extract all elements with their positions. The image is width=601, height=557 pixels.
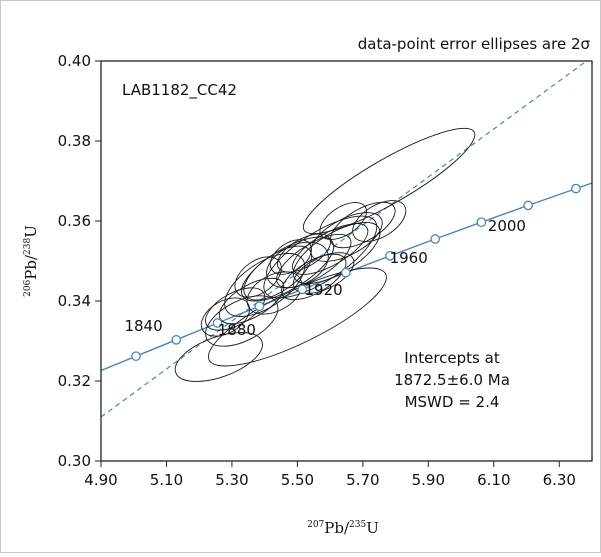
error-ellipse <box>174 332 263 382</box>
x-tick-label: 4.90 <box>84 471 117 489</box>
error-ellipse <box>207 267 387 367</box>
x-tick-label: 5.50 <box>281 471 314 489</box>
regression-line <box>101 61 588 418</box>
intercept-line-1: Intercepts at <box>404 349 500 367</box>
x-tick-label: 6.30 <box>543 471 576 489</box>
error-ellipses <box>174 127 476 382</box>
y-tick-label: 0.36 <box>58 212 91 230</box>
concordia-age-marker <box>131 351 141 362</box>
sample-label: LAB1182_CC42 <box>122 81 237 100</box>
concordia-age-label: 1840 <box>124 317 162 335</box>
age-labels: 1840 1880 1920 1960 2000 <box>124 217 526 339</box>
y-axis-title: 206Pb/238U <box>22 225 40 297</box>
error-ellipse <box>234 256 282 298</box>
concordia-age-marker <box>340 267 351 278</box>
y-axis-sup-1: 206 <box>23 279 33 296</box>
x-tick-label: 5.90 <box>412 471 445 489</box>
concordia-age-marker <box>476 217 487 228</box>
error-ellipse <box>200 297 250 337</box>
error-ellipse <box>352 200 407 242</box>
error-ellipse <box>330 201 396 249</box>
concordia-age-label: 1920 <box>304 281 342 299</box>
concordia-age-label: 1880 <box>218 321 256 339</box>
error-ellipse <box>302 127 476 235</box>
tick-labels: 4.90 5.10 5.30 5.50 5.70 5.90 6.10 6.30 0.30 0.32… <box>58 52 576 489</box>
concordia-age-marker <box>171 334 182 345</box>
error-ellipse <box>269 239 312 275</box>
y-tick-label: 0.34 <box>58 292 91 310</box>
y-tick-label: 0.38 <box>58 132 91 150</box>
error-ellipse <box>243 245 313 301</box>
concordia-markers <box>131 183 581 362</box>
x-axis-base: Pb/ <box>324 519 350 537</box>
concordia-age-label: 2000 <box>488 217 526 235</box>
intercept-line-3: MSWD = 2.4 <box>405 393 500 411</box>
concordia-age-marker <box>430 234 441 244</box>
concordia-age-marker <box>297 284 308 295</box>
y-axis-tail: U <box>22 225 40 238</box>
x-axis-sup-2: 235 <box>349 520 366 530</box>
concordia-age-marker <box>571 183 581 194</box>
x-tick-label: 5.30 <box>215 471 248 489</box>
axis-ticks <box>95 60 560 467</box>
error-note: data-point error ellipses are 2σ <box>358 35 591 53</box>
error-ellipse <box>218 277 285 325</box>
y-axis-base: Pb/ <box>22 254 40 280</box>
x-tick-label: 5.70 <box>346 471 379 489</box>
x-tick-label: 5.10 <box>150 471 183 489</box>
concordia-age-marker <box>523 200 534 211</box>
error-ellipse <box>319 202 367 240</box>
concordia-age-marker <box>212 318 223 328</box>
concordia-age-marker <box>385 250 395 261</box>
plot-frame <box>100 60 593 462</box>
error-ellipse <box>277 233 331 273</box>
x-axis-title: 207Pb/235U <box>307 519 379 537</box>
plot-area <box>101 61 592 418</box>
y-tick-label: 0.30 <box>58 452 91 470</box>
error-ellipse <box>205 295 279 347</box>
y-axis-sup-2: 238 <box>23 238 33 255</box>
x-tick-label: 6.10 <box>477 471 510 489</box>
concordia-age-label: 1960 <box>390 249 428 267</box>
x-axis-tail: U <box>366 519 379 537</box>
y-tick-label: 0.32 <box>58 372 91 390</box>
y-tick-label: 0.40 <box>58 52 91 70</box>
concordia-age-marker <box>254 301 265 312</box>
error-ellipse <box>292 252 355 294</box>
error-ellipse <box>246 271 303 315</box>
x-axis-sup-1: 207 <box>307 520 324 530</box>
intercept-line-2: 1872.5±6.0 Ma <box>394 371 510 389</box>
